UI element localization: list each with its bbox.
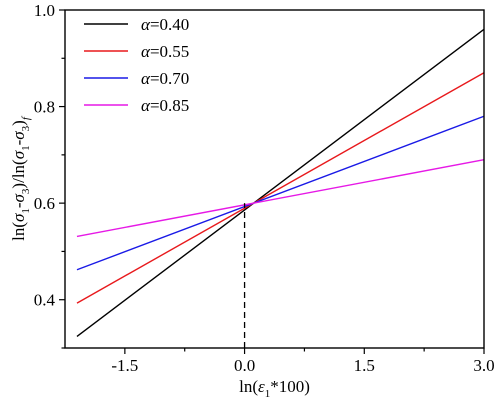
y-tick-label: 0.8: [34, 98, 55, 117]
x-tick-label: 1.5: [354, 356, 375, 375]
legend: α=0.40 α=0.55 α=0.70 α=0.85: [84, 15, 189, 115]
axis-tick-labels: -1.5 0.0 1.5 3.0 0.4 0.6 0.8 1.0: [34, 1, 495, 375]
series-line-3: [76, 115, 485, 271]
x-tick-label: 3.0: [473, 356, 494, 375]
x-tick-label: -1.5: [111, 356, 138, 375]
y-tick-label: 0.4: [34, 291, 56, 310]
plot-lines: [76, 28, 485, 337]
y-tick-label: 1.0: [34, 1, 55, 20]
y-axis-label: ln(σ1-σ3)/ln(σ1-σ3)f: [9, 115, 32, 241]
axis-ticks: [59, 9, 485, 354]
legend-label: α=0.55: [141, 42, 189, 61]
legend-label: α=0.70: [141, 69, 189, 88]
y-tick-label: 0.6: [34, 194, 55, 213]
legend-label: α=0.85: [141, 96, 189, 115]
x-axis-label: ln(ε1*100): [239, 377, 310, 400]
series-line-2: [76, 72, 485, 304]
plot-frame: [64, 9, 485, 349]
x-tick-label: 0.0: [234, 356, 255, 375]
legend-label: α=0.40: [141, 15, 189, 34]
series-line-1: [76, 28, 485, 337]
series-line-4: [76, 159, 485, 238]
